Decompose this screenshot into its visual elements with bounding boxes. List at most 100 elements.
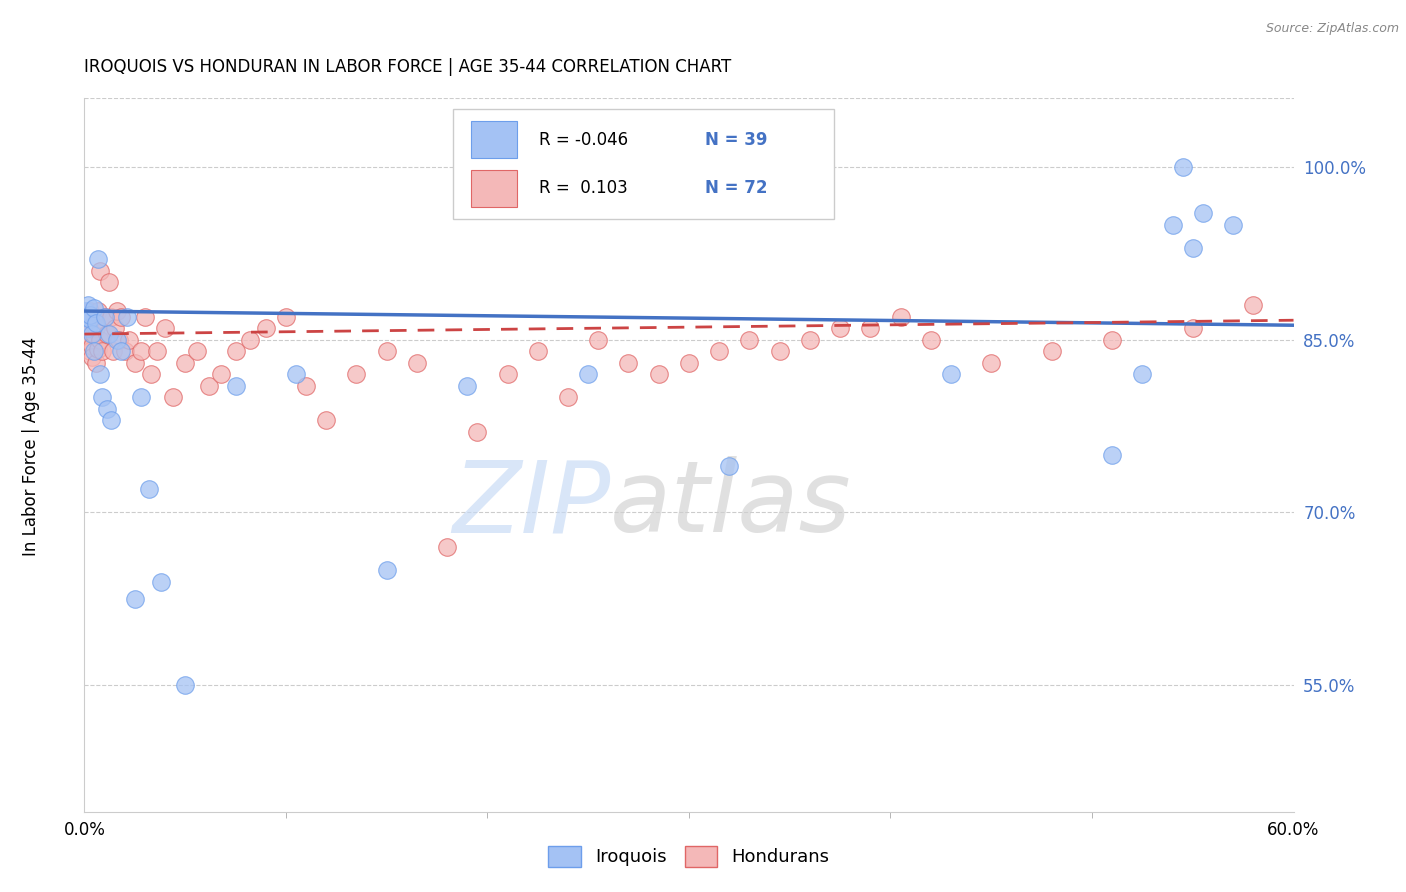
Point xyxy=(105,304,128,318)
Point xyxy=(75,316,97,330)
Text: ZIP: ZIP xyxy=(453,457,610,553)
Point xyxy=(209,368,232,382)
Point xyxy=(890,310,912,324)
Point xyxy=(118,333,141,347)
Point xyxy=(162,390,184,404)
Point xyxy=(456,379,478,393)
Point xyxy=(769,344,792,359)
Point xyxy=(97,327,120,342)
Point xyxy=(718,459,741,474)
Point xyxy=(87,252,110,267)
Point xyxy=(406,356,429,370)
Point xyxy=(1130,368,1153,382)
Point xyxy=(91,390,114,404)
Point xyxy=(77,327,100,342)
Point xyxy=(101,344,124,359)
Point xyxy=(77,321,100,335)
Point xyxy=(436,540,458,554)
Point xyxy=(96,401,118,416)
Point xyxy=(1222,218,1244,232)
Text: N = 39: N = 39 xyxy=(704,131,768,149)
Point xyxy=(315,413,337,427)
Point xyxy=(86,321,108,335)
Point xyxy=(82,327,104,342)
Point xyxy=(939,368,962,382)
Point xyxy=(114,344,136,359)
Point xyxy=(174,356,197,370)
Point xyxy=(110,310,132,324)
Point xyxy=(82,338,104,352)
Point xyxy=(186,344,208,359)
Point xyxy=(709,344,731,359)
Point xyxy=(1161,218,1184,232)
Point xyxy=(139,368,162,382)
Point xyxy=(79,308,101,322)
Point xyxy=(920,333,942,347)
Text: R =  0.103: R = 0.103 xyxy=(538,179,627,197)
Point xyxy=(83,301,105,315)
FancyBboxPatch shape xyxy=(471,169,517,207)
Point xyxy=(79,312,101,326)
Point xyxy=(79,304,101,318)
Point xyxy=(97,275,120,289)
Point xyxy=(346,368,368,382)
Text: Source: ZipAtlas.com: Source: ZipAtlas.com xyxy=(1265,22,1399,36)
Point xyxy=(1181,241,1204,255)
Point xyxy=(576,368,599,382)
Point xyxy=(124,356,146,370)
Point xyxy=(75,310,97,324)
Point xyxy=(149,574,172,589)
Point xyxy=(527,344,550,359)
Point xyxy=(129,344,152,359)
Point xyxy=(83,327,105,342)
Point xyxy=(738,333,761,347)
Point xyxy=(1101,448,1123,462)
Point xyxy=(77,333,100,347)
Point xyxy=(93,310,115,324)
Point xyxy=(82,350,104,364)
Point xyxy=(1181,321,1204,335)
Point xyxy=(198,379,221,393)
Text: R = -0.046: R = -0.046 xyxy=(538,131,628,149)
Legend: Iroquois, Hondurans: Iroquois, Hondurans xyxy=(541,838,837,874)
Point xyxy=(146,344,169,359)
Point xyxy=(1241,298,1264,312)
Point xyxy=(87,342,110,356)
Point xyxy=(467,425,489,439)
Point xyxy=(225,344,247,359)
Point xyxy=(375,563,398,577)
Point xyxy=(295,379,318,393)
Text: N = 72: N = 72 xyxy=(704,179,768,197)
Point xyxy=(1171,160,1194,174)
FancyBboxPatch shape xyxy=(471,121,517,159)
Point xyxy=(75,304,97,318)
Point xyxy=(75,321,97,335)
Point xyxy=(79,344,101,359)
FancyBboxPatch shape xyxy=(453,109,834,219)
Point xyxy=(83,344,105,359)
Point xyxy=(104,321,127,335)
Point xyxy=(1192,206,1215,220)
Point xyxy=(174,678,197,692)
Point xyxy=(79,335,101,350)
Point xyxy=(91,344,114,359)
Point xyxy=(83,310,105,324)
Point xyxy=(105,333,128,347)
Point xyxy=(93,310,115,324)
Point xyxy=(134,310,156,324)
Point xyxy=(129,390,152,404)
Text: IROQUOIS VS HONDURAN IN LABOR FORCE | AGE 35-44 CORRELATION CHART: IROQUOIS VS HONDURAN IN LABOR FORCE | AG… xyxy=(84,58,731,76)
Point xyxy=(225,379,247,393)
Text: In Labor Force | Age 35-44: In Labor Force | Age 35-44 xyxy=(22,336,39,556)
Point xyxy=(496,368,519,382)
Point xyxy=(274,310,297,324)
Point xyxy=(89,333,111,347)
Point xyxy=(1101,333,1123,347)
Point xyxy=(86,316,108,330)
Point xyxy=(284,368,308,382)
Point xyxy=(100,413,122,427)
Point xyxy=(138,483,160,497)
Point xyxy=(1040,344,1063,359)
Point xyxy=(100,310,122,324)
Point xyxy=(557,390,579,404)
